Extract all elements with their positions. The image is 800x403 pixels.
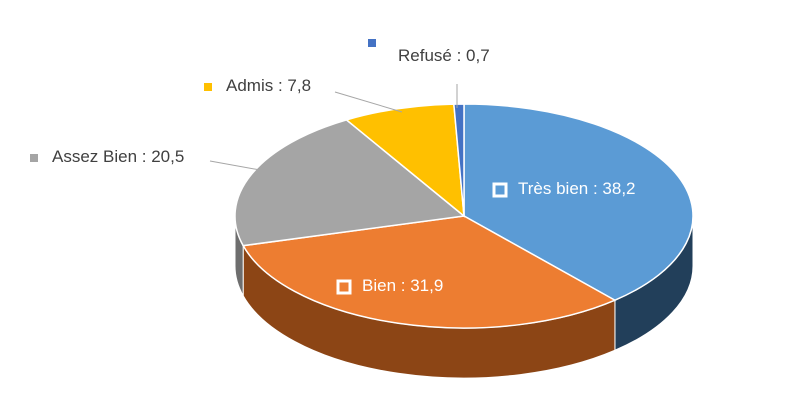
label-marker — [30, 154, 38, 162]
data-label: Admis : 7,8 — [226, 76, 311, 95]
label-marker — [204, 83, 212, 91]
label-separator: : — [588, 179, 602, 198]
label-value: 38,2 — [602, 179, 635, 198]
slice — [241, 215, 617, 329]
slice — [234, 119, 466, 247]
leader-line — [334, 91, 403, 113]
label-category: Bien — [362, 276, 396, 295]
label-category: Admis — [226, 76, 273, 95]
data-label: Refusé : 0,7 — [398, 46, 490, 65]
label-separator: : — [396, 276, 410, 295]
label-category: Très bien — [518, 179, 588, 198]
label-separator: : — [137, 147, 151, 166]
data-label: Assez Bien : 20,5 — [52, 147, 184, 166]
data-label: Très bien : 38,2 — [518, 179, 636, 198]
data-label: Bien : 31,9 — [362, 276, 443, 295]
label-value: 7,8 — [287, 76, 311, 95]
slice — [463, 103, 694, 302]
slice — [344, 103, 465, 218]
label-value: 0,7 — [466, 46, 490, 65]
leader-line — [209, 160, 261, 171]
label-category: Assez Bien — [52, 147, 137, 166]
slice — [453, 103, 465, 217]
label-marker — [492, 182, 508, 198]
label-value: 20,5 — [151, 147, 184, 166]
label-marker — [368, 39, 376, 47]
label-category: Refusé — [398, 46, 452, 65]
label-separator: : — [273, 76, 287, 95]
label-marker — [336, 279, 352, 295]
label-value: 31,9 — [410, 276, 443, 295]
label-separator: : — [452, 46, 466, 65]
